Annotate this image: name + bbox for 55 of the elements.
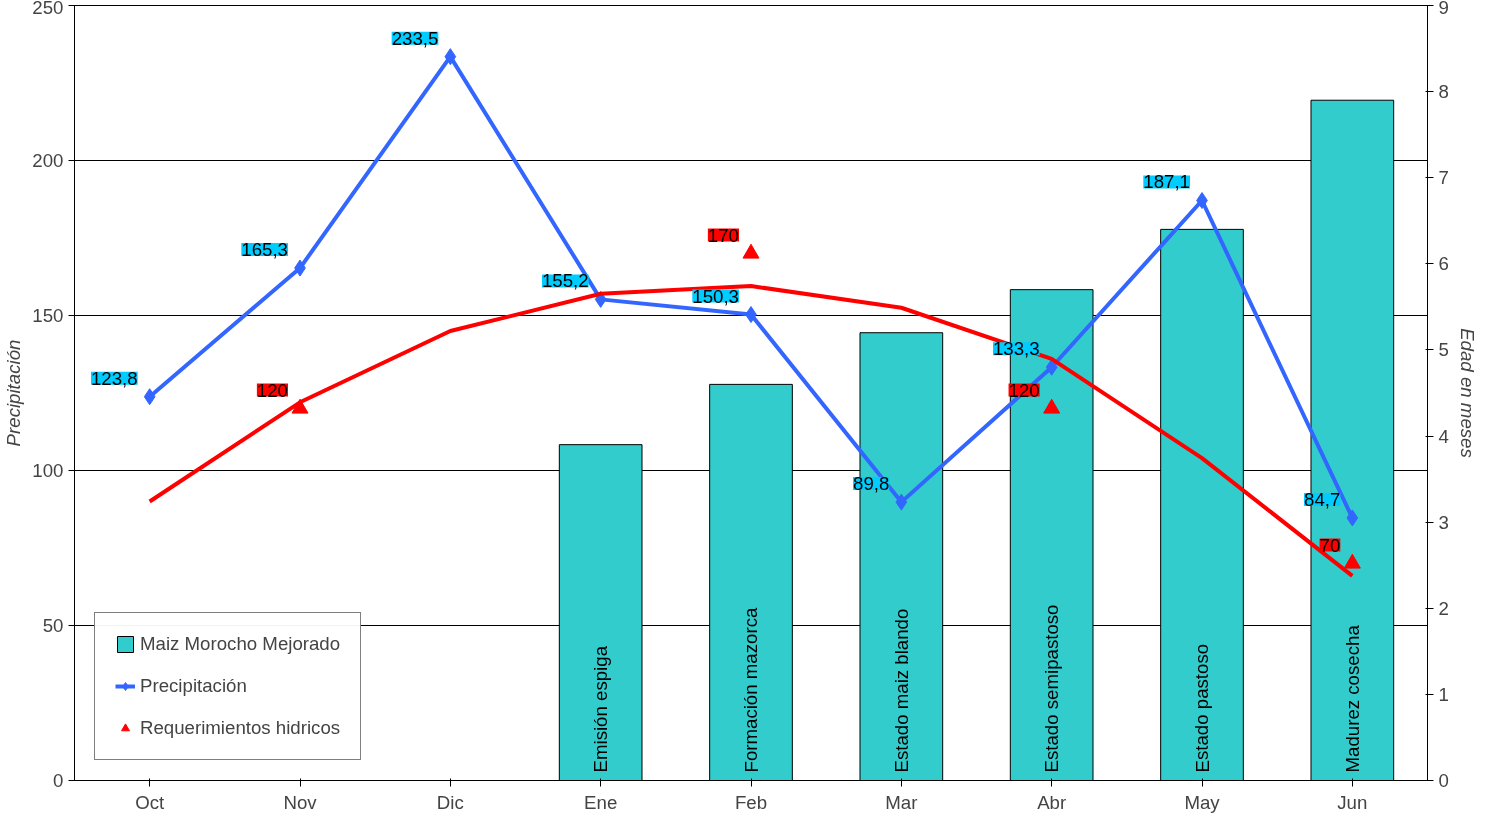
data-label: Emisión espiga (590, 645, 612, 773)
y2-tick-label: 6 (1438, 253, 1449, 275)
y2-axis-title: Edad en meses (1456, 328, 1478, 458)
x-tick-label: Ene (584, 791, 618, 813)
y-tick-label: 200 (32, 150, 64, 171)
data-label: 89,8 (853, 473, 890, 495)
y2-tick-label: 0 (1438, 770, 1449, 791)
point (1346, 509, 1359, 527)
y-tick-label: 100 (32, 460, 64, 481)
legend-label: Precipitación (140, 675, 247, 697)
data-label: 187,1 (1143, 171, 1190, 193)
data-label: 123,8 (90, 367, 138, 389)
y2-tick-label: 7 (1438, 167, 1449, 189)
y2-tick-label: 9 (1438, 0, 1449, 18)
data-label: 84,7 (1304, 488, 1341, 510)
data-label: Formación mazorca (740, 607, 762, 773)
y2-tick-label: 8 (1438, 81, 1449, 103)
x-tick-label: Dic (436, 791, 464, 813)
y2-tick-label: 4 (1438, 425, 1449, 447)
y-tick-label: 150 (32, 305, 64, 326)
data-label: 170 (707, 224, 740, 246)
point (143, 388, 156, 406)
x-tick-label: Feb (734, 791, 768, 813)
y-tick-label: 0 (53, 770, 64, 791)
data-label: 233,5 (391, 27, 439, 49)
point (895, 493, 908, 511)
data-label: Estado maiz blando (890, 608, 912, 773)
x-tick-label: Jun (1337, 791, 1368, 813)
x-tick-label: May (1184, 791, 1221, 813)
x-tick-label: Nov (283, 791, 318, 813)
point (1045, 358, 1058, 376)
legend-label: Requerimientos hidricos (140, 717, 341, 739)
data-label: 133,3 (992, 338, 1040, 360)
x-tick-label: Oct (135, 791, 165, 813)
data-label: Estado semipastoso (1041, 604, 1063, 773)
y-axis-title: Precipitación (3, 339, 25, 447)
data-label: Madurez cosecha (1341, 624, 1363, 773)
y-tick-label: 250 (32, 0, 64, 18)
x-tick-label: Abr (1037, 791, 1067, 813)
point (1343, 553, 1361, 569)
y2-tick-label: 5 (1438, 339, 1449, 361)
y2-tick-label: 3 (1438, 511, 1449, 533)
x-tick-label: Mar (885, 791, 918, 813)
legend-label: Maiz Morocho Mejorado (140, 633, 341, 655)
y-tick-label: 50 (42, 615, 64, 636)
data-label: 120 (1008, 379, 1040, 401)
data-label: 150,3 (692, 285, 739, 307)
y2-tick-label: 2 (1438, 597, 1449, 619)
data-label: Estado pastoso (1191, 643, 1213, 773)
data-label: 120 (256, 379, 289, 401)
point (444, 48, 457, 66)
data-label: 155,2 (541, 270, 589, 292)
y2-tick-label: 1 (1438, 683, 1449, 705)
data-label: 70 (1319, 534, 1341, 556)
data-label: 165,3 (241, 239, 288, 261)
